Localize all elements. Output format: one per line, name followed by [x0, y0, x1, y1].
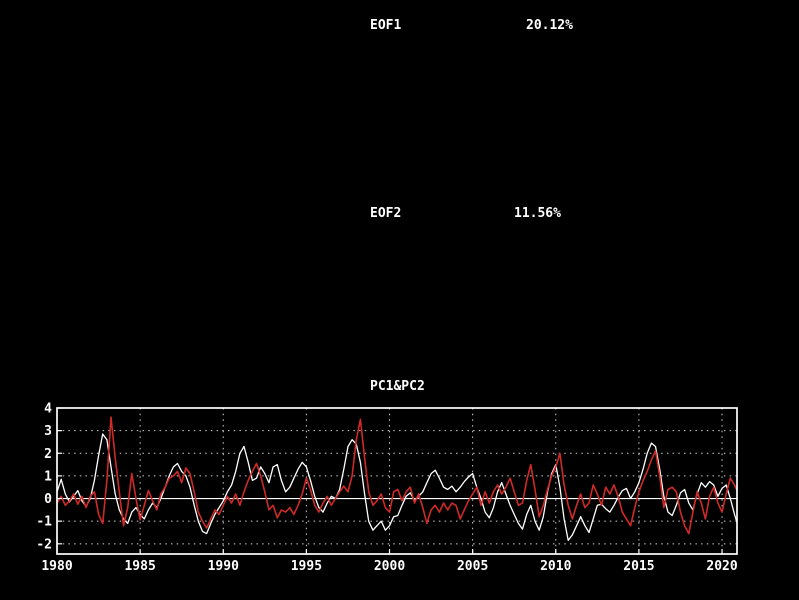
y-axis-ticks: -2 -1 0 1 2 3 4 — [36, 402, 62, 552]
plot-border — [56, 407, 738, 555]
x-tick-label: 2015 — [623, 559, 654, 574]
x-tick-label: 1980 — [41, 559, 72, 574]
y-tick-label: 4 — [44, 402, 52, 417]
y-tick-label: 1 — [44, 469, 52, 484]
series-line-pc1 — [57, 433, 737, 542]
x-tick-label: 2020 — [706, 559, 737, 574]
y-tick-label: 2 — [44, 447, 52, 462]
eof1-title: EOF1 — [370, 18, 402, 33]
x-tick-label: 2005 — [457, 559, 488, 574]
x-tick-label: 2000 — [374, 559, 405, 574]
y-tick-label: -2 — [36, 537, 52, 552]
y-tick-label: 3 — [44, 424, 52, 439]
x-tick-label: 1990 — [208, 559, 239, 574]
y-tick-label: 0 — [44, 492, 52, 507]
x-tick-label: 2010 — [540, 559, 571, 574]
x-tick-label: 1985 — [124, 559, 155, 574]
eof2-title: EOF2 — [370, 206, 402, 221]
eof2-variance-percent: 11.56% — [514, 206, 561, 221]
x-tick-label: 1995 — [291, 559, 322, 574]
series-line-pc2 — [57, 416, 737, 535]
x-axis-ticks: 1980 1985 1990 1995 2000 2005 2010 2015 2020 — [41, 549, 738, 574]
y-tick-label: -1 — [36, 515, 52, 530]
eof1-variance-percent: 20.12% — [526, 18, 573, 33]
pc-chart-title: PC1&PC2 — [370, 379, 425, 394]
gridlines — [57, 408, 737, 554]
